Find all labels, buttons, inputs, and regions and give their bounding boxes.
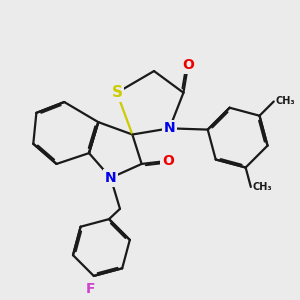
Text: F: F — [85, 282, 95, 296]
Text: O: O — [162, 154, 174, 168]
Text: CH₃: CH₃ — [275, 97, 295, 106]
Text: S: S — [111, 85, 122, 100]
Text: O: O — [182, 58, 194, 72]
Text: CH₃: CH₃ — [252, 182, 272, 192]
Text: N: N — [105, 171, 116, 185]
Text: N: N — [164, 121, 175, 135]
